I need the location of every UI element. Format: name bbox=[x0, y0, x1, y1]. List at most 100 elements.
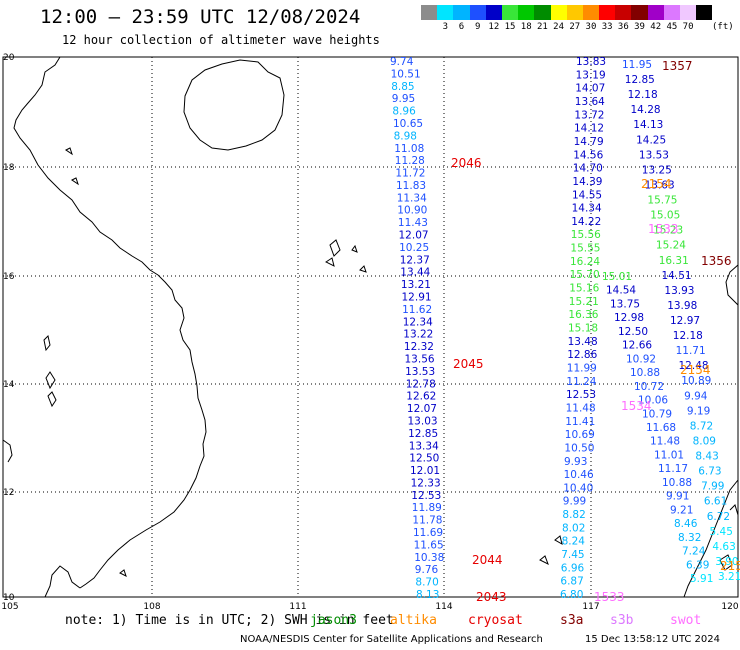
wave-height-label: 11.62 bbox=[402, 304, 432, 316]
legend-swatch: 70 bbox=[680, 5, 697, 32]
pass-time-label: 2045 bbox=[453, 357, 484, 371]
wave-height-label: 9.74 bbox=[390, 56, 414, 68]
wave-height-label: 4.63 bbox=[712, 541, 735, 553]
wave-height-label: 9.95 bbox=[392, 93, 415, 105]
wave-height-label: 14.07 bbox=[575, 83, 605, 95]
wave-height-label: 15.18 bbox=[568, 323, 598, 335]
wave-height-label: 14.51 bbox=[662, 270, 692, 282]
wave-height-label: 6.72 bbox=[707, 511, 730, 523]
wave-height-label: 15.21 bbox=[569, 296, 599, 308]
wave-height-label: 11.68 bbox=[646, 422, 676, 434]
satellite-legend-item: s3b bbox=[610, 613, 634, 628]
wave-height-label: 11.99 bbox=[567, 363, 597, 375]
wave-height-label: 8.02 bbox=[562, 522, 585, 534]
wave-height-label: 12.07 bbox=[407, 403, 437, 415]
pass-time-label: 2154 bbox=[641, 177, 672, 191]
wave-height-label: 15.16 bbox=[569, 283, 599, 295]
wave-height-label: 8.96 bbox=[392, 106, 416, 118]
legend-swatch: 33 bbox=[599, 5, 616, 32]
legend-swatch: 18 bbox=[518, 5, 535, 32]
satellite-legend-item: jason3 bbox=[310, 613, 357, 628]
wave-height-label: 13.48 bbox=[568, 336, 598, 348]
coastline bbox=[2, 56, 739, 598]
wave-height-label: 13.25 bbox=[642, 164, 672, 176]
longitude-labels: 105 108 111 114 117 120 bbox=[1, 602, 738, 612]
pass-time-label: 1357 bbox=[662, 59, 693, 73]
wave-height-label: 13.22 bbox=[403, 329, 433, 341]
wave-height-label: 11.95 bbox=[622, 59, 652, 71]
legend-tick-label: 39 bbox=[634, 22, 645, 32]
wave-height-label: 15.70 bbox=[570, 269, 600, 281]
wave-height-label: 14.79 bbox=[574, 136, 604, 148]
legend-tick-label: 27 bbox=[569, 22, 581, 32]
wave-height-label: 14.13 bbox=[633, 119, 663, 131]
legend-swatch: 36 bbox=[615, 5, 632, 32]
wave-height-label: 9.94 bbox=[684, 390, 708, 402]
wave-height-label: 11.43 bbox=[398, 217, 428, 229]
legend-swatch: 12 bbox=[485, 5, 502, 32]
legend-swatch: 15 bbox=[501, 5, 519, 32]
wave-height-label: 9.19 bbox=[687, 405, 710, 417]
wave-height-label: 8.85 bbox=[391, 81, 414, 93]
wave-height-label: 12.33 bbox=[411, 477, 441, 489]
pass-time-label: 2154 bbox=[680, 363, 711, 377]
wave-height-label: 13.53 bbox=[639, 149, 669, 161]
satellite-legend-item: altika bbox=[390, 613, 437, 628]
wave-height-label: 13.98 bbox=[667, 300, 697, 312]
hainan-island-outline bbox=[183, 59, 285, 151]
wave-height-label: 6.87 bbox=[560, 576, 583, 588]
wave-height-label: 14.12 bbox=[574, 123, 604, 135]
lat-label-16: 16 bbox=[3, 272, 15, 282]
wave-height-label: 13.56 bbox=[405, 354, 435, 366]
wave-height-label: 15.01 bbox=[602, 271, 632, 283]
wave-height-label: 14.54 bbox=[606, 285, 636, 297]
vietnam-coastline bbox=[13, 56, 207, 589]
wave-height-label: 13.44 bbox=[400, 267, 430, 279]
wave-height-label: 13.34 bbox=[409, 440, 439, 452]
wave-height-label: 7.24 bbox=[682, 546, 706, 558]
satellite-legend-item: cryosat bbox=[468, 613, 523, 628]
wave-height-label: 5.45 bbox=[710, 526, 733, 538]
wave-height-label: 10.50 bbox=[564, 442, 594, 454]
pass-time-labels: 2046 2045 2044 2043 1357 2154 1533 1356 … bbox=[451, 59, 740, 604]
wave-height-label: 11.28 bbox=[395, 155, 425, 167]
wave-height-label: 11.72 bbox=[395, 168, 425, 180]
wave-height-label: 6.39 bbox=[686, 559, 709, 571]
wave-height-label: 13.63 bbox=[645, 180, 675, 192]
legend-swatch: 9 bbox=[469, 5, 486, 32]
wave-height-label: 9.21 bbox=[670, 504, 693, 516]
wave-height-label: 8.82 bbox=[562, 509, 585, 521]
wave-height-label: 15.23 bbox=[653, 225, 683, 237]
legend-tick-label: 30 bbox=[585, 22, 597, 32]
wave-height-label: 11.41 bbox=[565, 416, 595, 428]
lat-label-18: 18 bbox=[3, 163, 15, 173]
wave-height-label: 8.72 bbox=[690, 420, 713, 432]
wave-height-label: 13.93 bbox=[664, 285, 694, 297]
wave-height-label: 12.01 bbox=[410, 465, 440, 477]
lon-label-120: 120 bbox=[721, 602, 738, 612]
wave-height-label: 12.37 bbox=[400, 254, 430, 266]
wave-height-label: 10.51 bbox=[391, 68, 421, 80]
wave-height-label: 12.07 bbox=[399, 230, 429, 242]
satellite-legend-item: s3a bbox=[560, 613, 584, 628]
wave-height-label: 11.01 bbox=[654, 450, 684, 462]
pass-time-label: 2044 bbox=[472, 553, 503, 567]
legend-tick-label: 3 bbox=[442, 22, 448, 32]
wave-height-label: 12.85 bbox=[625, 74, 655, 86]
pass-time-label: 2046 bbox=[451, 156, 482, 170]
legend-swatch: 42 bbox=[647, 5, 664, 32]
wave-height-label: 10.88 bbox=[662, 477, 692, 489]
lon-label-105: 105 bbox=[1, 602, 18, 612]
lat-label-20: 20 bbox=[3, 53, 15, 63]
wave-height-label: 14.55 bbox=[572, 189, 602, 201]
legend-tick-label: 6 bbox=[458, 22, 465, 32]
wave-height-label: 12.50 bbox=[409, 453, 439, 465]
legend-tick-label: 12 bbox=[488, 22, 500, 32]
wave-height-label: 15.56 bbox=[571, 229, 601, 241]
wave-height-label: 8.98 bbox=[394, 130, 417, 142]
legend-tick-label: 33 bbox=[601, 22, 613, 32]
lat-label-14: 14 bbox=[3, 380, 15, 390]
palawan-coast bbox=[683, 479, 739, 598]
legend-tick-label: 15 bbox=[504, 22, 516, 32]
map-grid bbox=[3, 57, 738, 597]
